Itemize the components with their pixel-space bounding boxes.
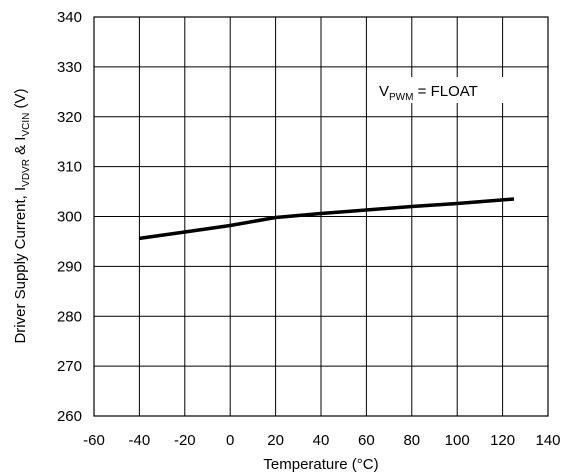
y-tick-label: 280 [57,308,82,325]
x-tick-label: -60 [83,432,105,449]
annotation-rest: = FLOAT [413,83,477,100]
x-tick-label: 140 [535,432,560,449]
x-tick-label: 100 [445,432,470,449]
grid [93,16,549,417]
y-tick-label: 330 [57,59,82,76]
series-line [139,197,515,241]
y-tick-label: 290 [57,258,82,275]
x-tick-label: -20 [174,432,196,449]
annotation: VPWM = FLOAT [372,77,510,103]
plot-frame [93,16,549,417]
y-axis-title-sub1: VDVR [21,159,32,187]
y-axis-title-sub2: VCIN [21,113,32,137]
y-tick-label: 310 [57,159,82,176]
series-group [139,197,515,241]
x-tick-label: -40 [129,432,151,449]
annotation-main: V [379,83,389,100]
y-tick-label: 260 [57,408,82,425]
x-tick-label: 40 [313,432,330,449]
y-axis-title-suffix: (V) [12,88,29,112]
x-tick-label: 120 [490,432,515,449]
x-tick-label: 60 [358,432,375,449]
x-tick-label: 80 [403,432,420,449]
x-axis-title: Temperature (°C) [263,456,378,473]
x-tick-label: 20 [267,432,284,449]
y-tick-labels: 260 270 280 290 300 310 320 330 340 [57,9,82,425]
y-tick-label: 340 [57,9,82,26]
y-axis-title-prefix: Driver Supply Current, I [12,187,29,344]
x-tick-labels: -60 -40 -20 0 20 40 60 80 100 120 140 [83,432,560,449]
annotation-subscript: PWM [389,92,413,103]
x-tick-label: 0 [226,432,234,449]
annotation-background [372,77,510,103]
y-tick-label: 320 [57,109,82,126]
y-axis-title-middle: & I [12,137,29,160]
y-axis-title: Driver Supply Current, IVDVR & IVCIN (V) [12,88,32,343]
annotation-label: VPWM = FLOAT [379,83,478,103]
y-tick-label: 300 [57,209,82,226]
y-tick-label: 270 [57,358,82,375]
